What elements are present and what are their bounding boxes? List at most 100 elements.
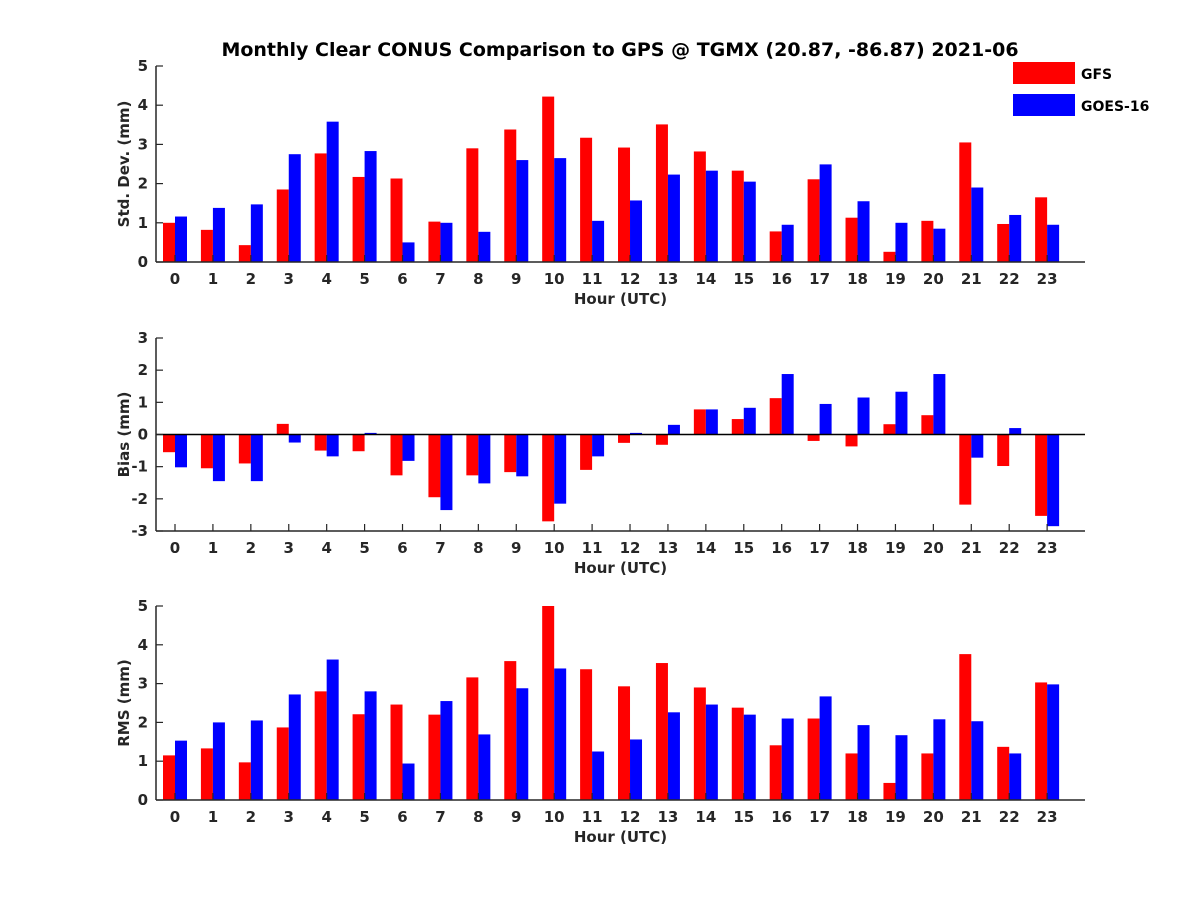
rms-x-tick-label: 14 [695, 808, 716, 826]
rms-x-tick-label: 0 [170, 808, 180, 826]
std-dev-x-tick-label: 8 [473, 270, 483, 288]
std-dev-y-axis-label: Std. Dev. (mm) [115, 101, 133, 228]
rms-bar-goes16-hour-22 [1009, 753, 1022, 800]
rms-bar-goes16-hour-21 [971, 721, 984, 800]
rms-x-tick-label: 23 [1037, 808, 1058, 826]
rms-y-tick-label: 1 [138, 752, 148, 770]
std-dev-bar-goes16-hour-0 [175, 216, 187, 262]
bias-bar-goes16-hour-8 [478, 434, 491, 484]
rms-bar-gfs-hour-9 [504, 661, 517, 800]
std-dev-bar-gfs-hour-14 [693, 151, 706, 262]
std-dev-bar-goes16-hour-5 [364, 151, 377, 262]
std-dev-bar-goes16-hour-7 [440, 222, 453, 262]
bias-bar-gfs-hour-21 [959, 434, 972, 505]
bias-bar-gfs-hour-7 [428, 434, 441, 498]
rms-bar-goes16-hour-13 [667, 712, 680, 800]
rms-bar-goes16-hour-17 [819, 696, 832, 800]
bias-y-axis-label: Bias (mm) [115, 392, 133, 478]
std-dev-x-tick-label: 22 [999, 270, 1020, 288]
std-dev-x-tick-label: 10 [544, 270, 565, 288]
bias-y-tick-label: -2 [131, 490, 148, 508]
bias-bar-goes16-hour-4 [326, 434, 339, 457]
std-dev-x-tick-label: 6 [397, 270, 407, 288]
bias-x-tick-label: 7 [435, 539, 445, 557]
bias-bar-gfs-hour-9 [504, 434, 517, 473]
rms-bar-goes16-hour-4 [326, 659, 339, 800]
rms-bar-gfs-hour-17 [807, 718, 820, 800]
std-dev-bar-gfs-hour-21 [959, 142, 972, 262]
bias-x-tick-label: 4 [321, 539, 331, 557]
std-dev-bar-gfs-hour-22 [997, 223, 1010, 262]
std-dev-x-tick-label: 5 [359, 270, 369, 288]
bias-bar-gfs-hour-22 [997, 434, 1010, 467]
rms-bar-goes16-hour-3 [288, 694, 301, 800]
bias-y-tick-label: 1 [138, 393, 148, 411]
bias-x-tick-label: 21 [961, 539, 982, 557]
std-dev-bar-goes16-hour-6 [402, 242, 415, 262]
rms-x-tick-label: 10 [544, 808, 565, 826]
bias-x-tick-label: 20 [923, 539, 944, 557]
bias-bar-goes16-hour-5 [364, 432, 377, 435]
std-dev-bar-goes16-hour-17 [819, 164, 832, 262]
bias-bar-goes16-hour-10 [554, 434, 567, 504]
std-dev-bar-goes16-hour-8 [478, 231, 491, 262]
bias-bar-goes16-hour-19 [895, 391, 908, 435]
rms-bar-goes16-hour-12 [630, 739, 643, 800]
std-dev-bar-gfs-hour-16 [769, 231, 782, 262]
std-dev-x-axis-label: Hour (UTC) [574, 290, 667, 308]
bias-x-tick-label: 10 [544, 539, 565, 557]
std-dev-bar-goes16-hour-21 [971, 187, 984, 262]
rms-bar-goes16-hour-9 [516, 688, 529, 800]
rms-y-axis-label: RMS (mm) [115, 659, 133, 746]
rms-bar-gfs-hour-6 [390, 704, 403, 800]
std-dev-x-tick-label: 3 [284, 270, 294, 288]
rms-bar-gfs-hour-21 [959, 654, 972, 800]
std-dev-y-tick-label: 5 [138, 57, 148, 75]
bias-bar-goes16-hour-21 [971, 434, 984, 458]
bias-x-tick-label: 14 [695, 539, 716, 557]
bias-bar-goes16-hour-15 [743, 407, 756, 435]
rms-bar-gfs-hour-19 [883, 782, 896, 800]
std-dev-x-tick-label: 23 [1037, 270, 1058, 288]
rms-bar-gfs-hour-1 [200, 748, 213, 800]
std-dev-bar-goes16-hour-11 [592, 220, 605, 262]
rms-x-tick-label: 16 [771, 808, 792, 826]
bias-bar-goes16-hour-17 [819, 403, 832, 435]
rms-x-tick-label: 2 [246, 808, 256, 826]
bias-y-tick-label: -1 [131, 458, 148, 476]
std-dev-bar-goes16-hour-14 [705, 170, 718, 262]
std-dev-y-tick-label: 0 [138, 253, 148, 271]
std-dev-bar-gfs-hour-20 [921, 220, 934, 262]
rms-bar-goes16-hour-23 [1047, 684, 1060, 800]
rms-bar-goes16-hour-7 [440, 701, 453, 800]
bias-x-tick-label: 15 [733, 539, 754, 557]
std-dev-x-tick-label: 18 [847, 270, 868, 288]
bias-bar-goes16-hour-1 [212, 434, 225, 482]
rms-bar-gfs-hour-3 [276, 727, 289, 800]
bias-x-tick-label: 3 [284, 539, 294, 557]
std-dev-bar-gfs-hour-3 [276, 189, 289, 262]
bias-bar-gfs-hour-10 [542, 434, 555, 522]
std-dev-bar-goes16-hour-12 [630, 200, 643, 262]
rms-bar-goes16-hour-6 [402, 763, 415, 800]
rms-bar-gfs-hour-5 [352, 714, 365, 800]
rms-x-tick-label: 13 [658, 808, 679, 826]
std-dev-x-tick-label: 4 [321, 270, 331, 288]
bias-bar-gfs-hour-12 [618, 434, 631, 443]
bias-x-tick-label: 6 [397, 539, 407, 557]
bias-bar-goes16-hour-18 [857, 397, 870, 435]
bias-x-tick-label: 16 [771, 539, 792, 557]
std-dev-y-tick-label: 3 [138, 135, 148, 153]
legend-label-gfs: GFS [1081, 67, 1112, 83]
bias-bar-gfs-hour-5 [352, 434, 365, 452]
rms-bar-goes16-hour-19 [895, 735, 908, 800]
rms-y-tick-label: 0 [138, 791, 148, 809]
rms-x-tick-label: 7 [435, 808, 445, 826]
rms-bar-gfs-hour-8 [466, 677, 479, 800]
bias-y-tick-label: 3 [138, 329, 148, 347]
bias-bar-gfs-hour-4 [314, 434, 327, 451]
bias-bar-gfs-hour-19 [883, 424, 896, 435]
std-dev-x-tick-label: 15 [733, 270, 754, 288]
